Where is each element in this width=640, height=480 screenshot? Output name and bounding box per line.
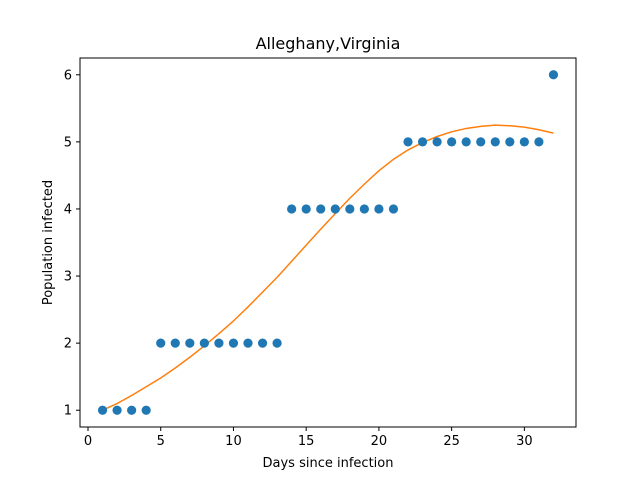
data-point (505, 137, 515, 147)
data-point (432, 137, 442, 147)
data-point (287, 204, 297, 214)
data-point (476, 137, 486, 147)
data-point (214, 338, 224, 348)
data-point (199, 338, 209, 348)
data-point (141, 405, 151, 415)
data-point (185, 338, 195, 348)
y-tick-label: 5 (64, 135, 72, 150)
data-point (243, 338, 253, 348)
y-tick-label: 1 (64, 404, 72, 419)
x-axis-label: Days since infection (263, 456, 394, 471)
data-point (548, 70, 559, 80)
chart-title: Alleghany,Virginia (256, 34, 401, 53)
y-axis-label: Population infected (41, 180, 56, 305)
data-point (316, 204, 326, 214)
x-tick-label: 20 (371, 434, 388, 449)
y-tick-label: 4 (64, 202, 72, 217)
y-tick-label: 2 (64, 337, 72, 352)
data-point (461, 137, 471, 147)
data-point (490, 137, 500, 147)
y-axis-ticks: 1 2 3 4 5 6 (64, 68, 80, 419)
data-point (417, 137, 428, 147)
x-tick-label: 25 (443, 434, 460, 449)
x-tick-label: 10 (225, 434, 242, 449)
data-point (447, 137, 457, 147)
data-points-layer (97, 70, 559, 415)
data-point (534, 137, 544, 147)
data-point (257, 338, 268, 348)
data-point (301, 204, 311, 214)
x-tick-label: 5 (157, 434, 165, 449)
data-point (388, 204, 399, 214)
data-point (97, 405, 108, 415)
x-axis-ticks: 0 5 10 15 20 25 30 (84, 427, 533, 449)
data-point (330, 204, 340, 214)
data-point (519, 137, 529, 147)
x-tick-label: 0 (84, 434, 92, 449)
fit-line (102, 124, 554, 411)
data-point (359, 204, 369, 214)
data-point (345, 204, 355, 214)
y-tick-label: 3 (64, 270, 72, 285)
data-point (228, 338, 239, 348)
y-tick-label: 6 (64, 68, 72, 83)
data-point (272, 338, 282, 348)
fit-line-layer (102, 124, 554, 411)
x-tick-label: 30 (516, 434, 533, 449)
x-tick-label: 15 (298, 434, 315, 449)
data-point (374, 204, 384, 214)
plot-frame (79, 57, 577, 428)
data-point (156, 338, 166, 348)
data-point (127, 405, 137, 415)
data-point (112, 405, 122, 415)
data-point (170, 338, 180, 348)
data-point (403, 137, 413, 147)
